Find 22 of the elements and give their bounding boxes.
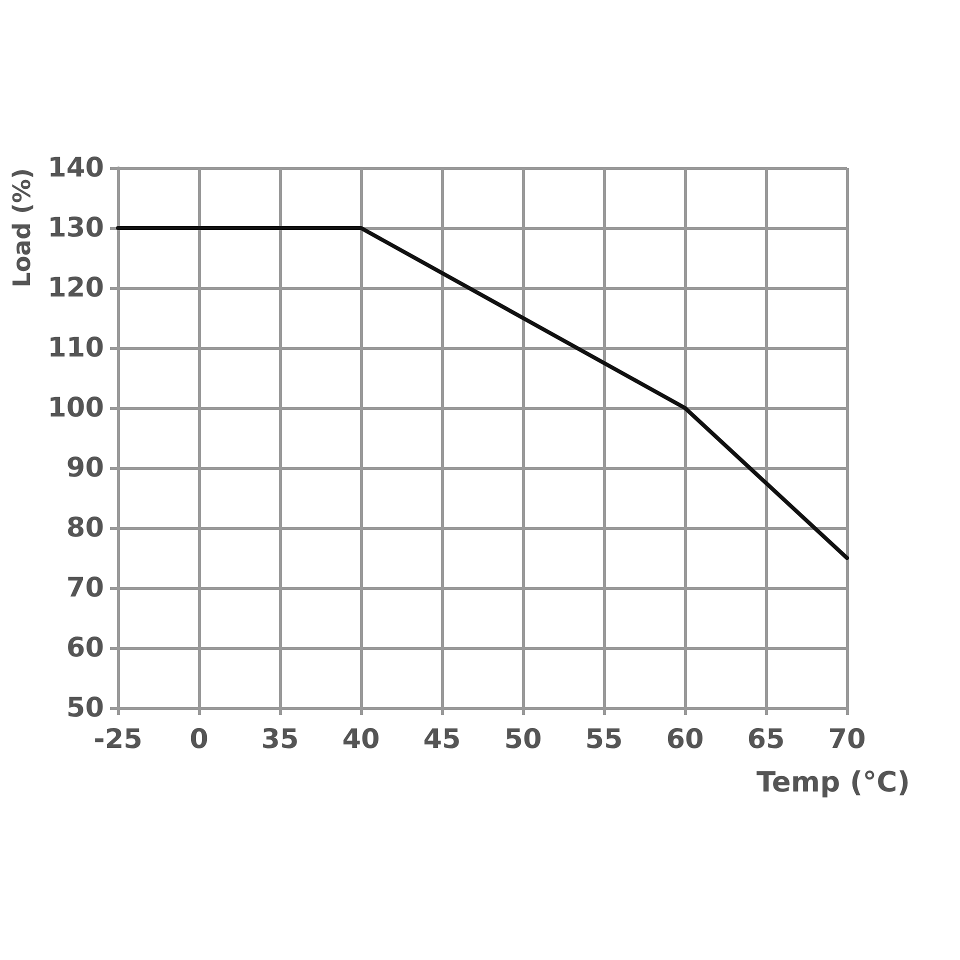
x-tick-label: 60 [666,724,704,755]
x-tick-label: 65 [747,724,785,755]
x-tick-label: 35 [261,724,299,755]
x-tick-label: -25 [94,724,142,755]
x-tick-label: 55 [585,724,623,755]
x-tick-label: 40 [342,724,380,755]
y-tick-label: 70 [66,572,104,604]
y-tick-label: 120 [48,272,104,304]
y-tick-label: 90 [66,452,104,484]
y-tick-label: 130 [48,212,104,244]
y-tick-label: 50 [66,692,104,724]
x-axis-title: Temp (°C) [756,766,910,798]
y-tick-label: 60 [66,632,104,664]
y-tick-label: 80 [66,512,104,544]
x-tick-label: 0 [190,724,208,755]
y-tick-label: 140 [48,152,104,184]
y-tick-label: 110 [48,332,104,364]
x-tick-label: 45 [423,724,461,755]
x-tick-label: 70 [828,724,866,755]
x-tick-label: 50 [504,724,542,755]
y-tick-label: 100 [48,392,104,424]
y-axis-title: Load (%) [8,168,36,288]
